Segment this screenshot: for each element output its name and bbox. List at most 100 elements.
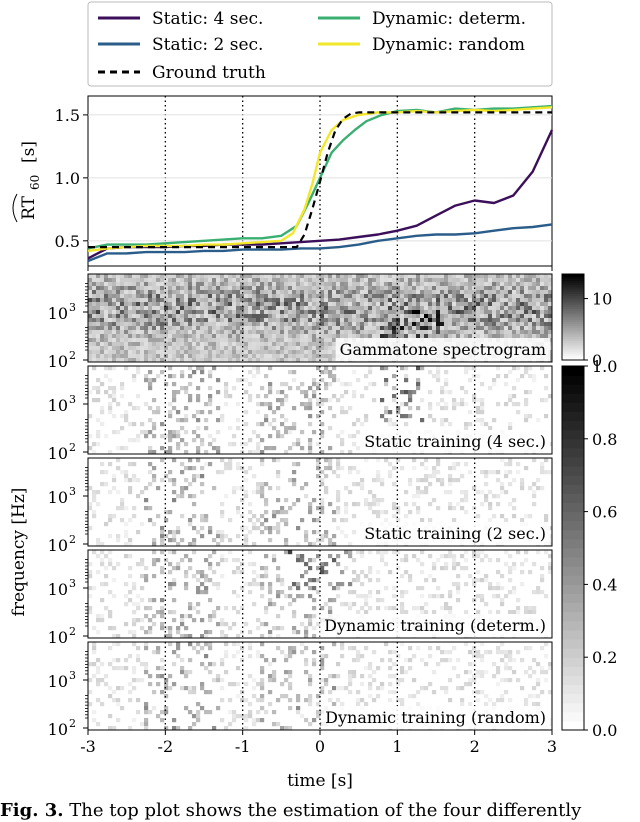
- heatmap-cell: [352, 334, 357, 339]
- heatmap-cell: [180, 470, 185, 475]
- heatmap-cell: [364, 386, 369, 391]
- heatmap-cell: [244, 478, 249, 483]
- heatmap-cell: [144, 294, 149, 299]
- heatmap-cell: [108, 358, 113, 363]
- heatmap-cell: [328, 286, 333, 291]
- heatmap-cell: [208, 462, 213, 467]
- heatmap-cell: [324, 382, 329, 387]
- heatmap-cell: [400, 286, 405, 291]
- heatmap-cell: [392, 674, 397, 679]
- heatmap-cell: [476, 322, 481, 327]
- heatmap-cell: [108, 406, 113, 411]
- heatmap-cell: [232, 682, 237, 687]
- heatmap-cell: [248, 510, 253, 515]
- heatmap-cell: [364, 598, 369, 603]
- heatmap-cell: [92, 650, 97, 655]
- heatmap-cell: [100, 354, 105, 359]
- heatmap-cell: [524, 466, 529, 471]
- heatmap-cell: [144, 646, 149, 651]
- heatmap-cell: [300, 594, 305, 599]
- heatmap-cell: [428, 370, 433, 375]
- heatmap-cell: [352, 670, 357, 675]
- heatmap-cell: [436, 334, 441, 339]
- heatmap-cell: [272, 302, 277, 307]
- heatmap-cell: [336, 554, 341, 559]
- heatmap-cell: [508, 290, 513, 295]
- heatmap-cell: [412, 274, 417, 279]
- heatmap-cell: [408, 406, 413, 411]
- heatmap-cell: [372, 494, 377, 499]
- heatmap-cell: [500, 286, 505, 291]
- heatmap-cell: [412, 310, 417, 315]
- heatmap-cell: [312, 330, 317, 335]
- heatmap-cell: [424, 334, 429, 339]
- heatmap-cell: [416, 494, 421, 499]
- heatmap-cell: [548, 314, 553, 319]
- heatmap-cell: [180, 294, 185, 299]
- heatmap-cell: [280, 322, 285, 327]
- heatmap-cell: [96, 490, 101, 495]
- heatmap-cell: [168, 634, 173, 639]
- heatmap-cell: [436, 274, 441, 279]
- heatmap-cell: [336, 334, 341, 339]
- heatmap-cell: [452, 478, 457, 483]
- heatmap-cell: [88, 502, 93, 507]
- heatmap-cell: [136, 710, 141, 715]
- heatmap-cell: [408, 322, 413, 327]
- heatmap-cell: [464, 498, 469, 503]
- heatmap-cell: [376, 694, 381, 699]
- heatmap-cell: [240, 310, 245, 315]
- heatmap-cell: [460, 286, 465, 291]
- heatmap-cell: [196, 338, 201, 343]
- heatmap-cell: [496, 314, 501, 319]
- heatmap-cell: [312, 382, 317, 387]
- heatmap-cell: [296, 294, 301, 299]
- heatmap-cell: [320, 274, 325, 279]
- heatmap-cell: [208, 354, 213, 359]
- heatmap-cell: [196, 282, 201, 287]
- heatmap-cell: [156, 354, 161, 359]
- heatmap-cell: [280, 726, 285, 731]
- heatmap-cell: [304, 294, 309, 299]
- heatmap-cell: [340, 318, 345, 323]
- heatmap-cell: [340, 702, 345, 707]
- heatmap-cell: [456, 286, 461, 291]
- heatmap-cell: [132, 294, 137, 299]
- heatmap-cell: [292, 318, 297, 323]
- heatmap-cell: [300, 290, 305, 295]
- heatmap-cell: [252, 326, 257, 331]
- heatmap-cell: [316, 330, 321, 335]
- heatmap-cell: [364, 646, 369, 651]
- heatmap-cell: [180, 618, 185, 623]
- heatmap-cell: [304, 718, 309, 723]
- heatmap-cell: [148, 470, 153, 475]
- heatmap-cell: [256, 318, 261, 323]
- heatmap-cell: [256, 294, 261, 299]
- heatmap-cell: [460, 274, 465, 279]
- heatmap-cell: [128, 478, 133, 483]
- heatmap-cell: [388, 318, 393, 323]
- heatmap-cell: [128, 338, 133, 343]
- heatmap-cell: [196, 318, 201, 323]
- heatmap-cell: [356, 470, 361, 475]
- heatmap-cell: [324, 386, 329, 391]
- heatmap-cell: [136, 326, 141, 331]
- heatmap-cell: [284, 394, 289, 399]
- heatmap-cell: [288, 602, 293, 607]
- heatmap-cell: [280, 330, 285, 335]
- heatmap-cell: [388, 410, 393, 415]
- heatmap-cell: [396, 330, 401, 335]
- heatmap-cell: [296, 462, 301, 467]
- heatmap-cell: [428, 326, 433, 331]
- heatmap-ytick-base-1-0: 10: [48, 444, 68, 463]
- heatmap-cell: [228, 538, 233, 543]
- heatmap-cell: [400, 274, 405, 279]
- heatmap-cell: [544, 314, 549, 319]
- heatmap-cell: [548, 290, 553, 295]
- heatmap-cell: [216, 302, 221, 307]
- heatmap-cell: [424, 278, 429, 283]
- heatmap-cell: [108, 330, 113, 335]
- heatmap-cell: [412, 390, 417, 395]
- heatmap-cell: [544, 386, 549, 391]
- heatmap-cell: [416, 322, 421, 327]
